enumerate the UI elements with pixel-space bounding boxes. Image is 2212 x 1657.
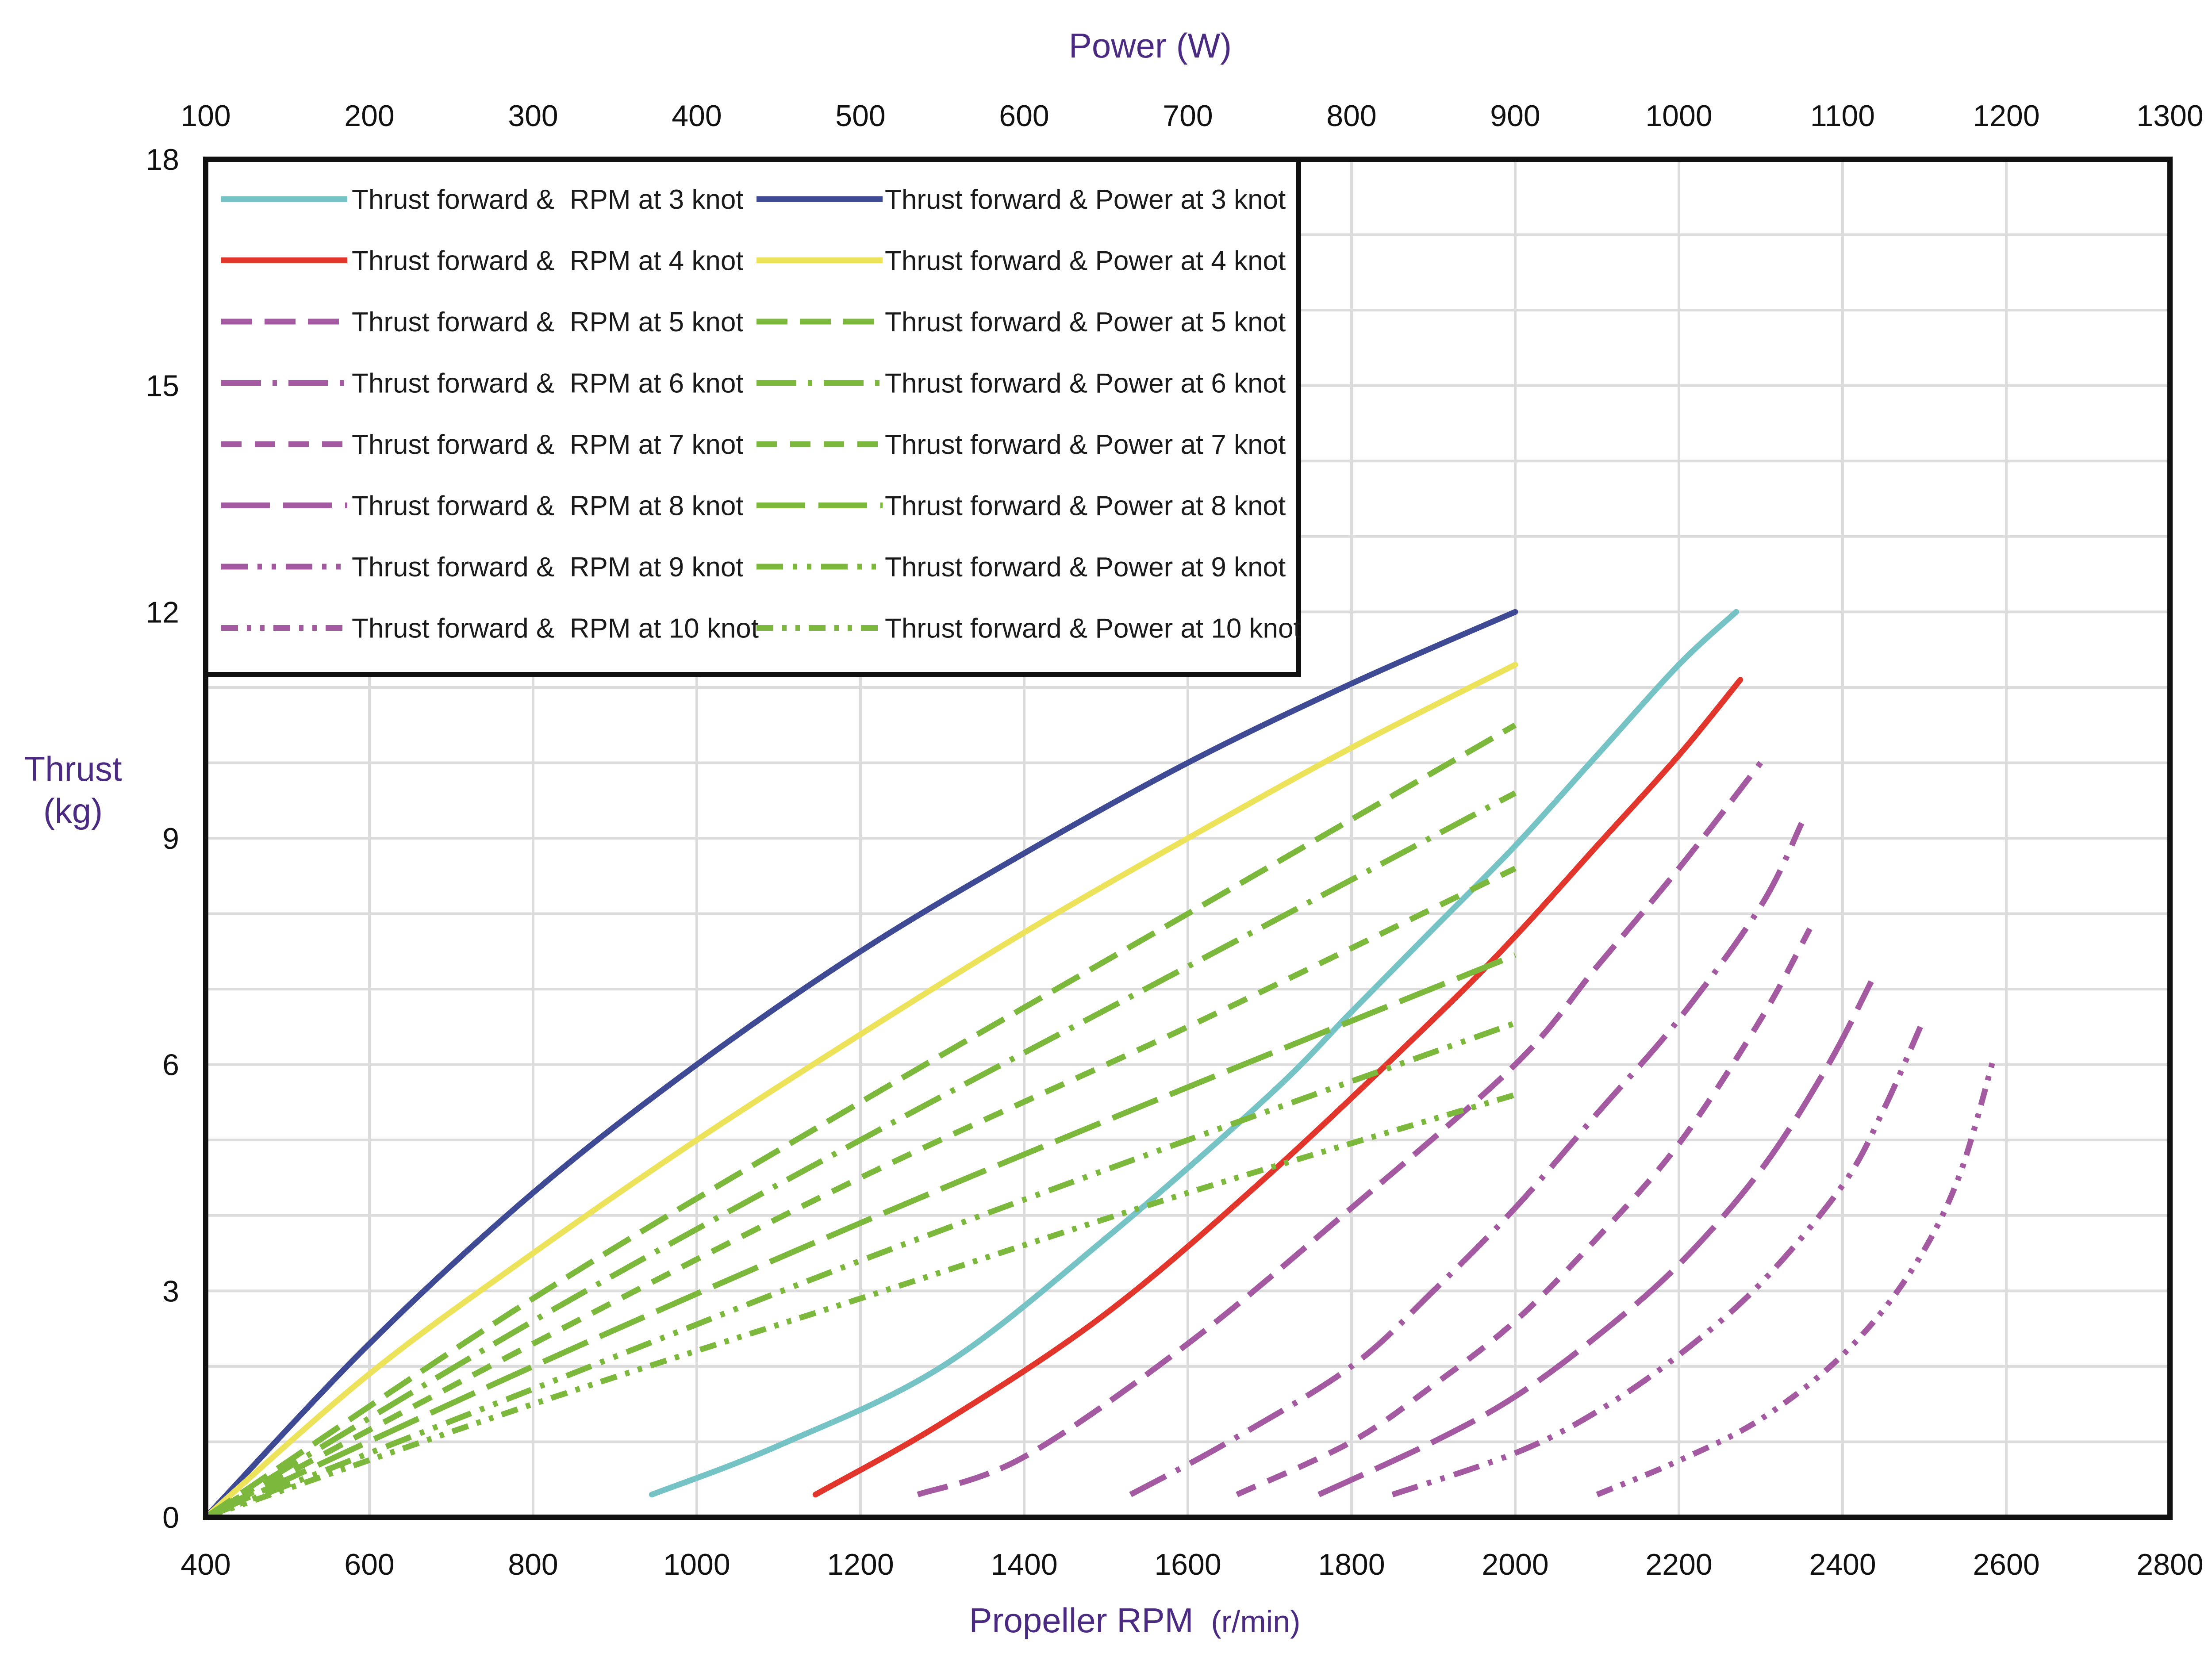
series-line-rpm-9-knot xyxy=(1391,1025,1923,1497)
legend-label: Thrust forward & Power at 6 knot xyxy=(885,368,1286,399)
bottom-axis-label: Propeller RPM xyxy=(969,1601,1193,1640)
legend-box xyxy=(203,157,1301,677)
x-top-tick-label: 300 xyxy=(508,99,558,133)
series-line-power-8-knot xyxy=(204,952,1517,1520)
series-line-power-10-knot xyxy=(204,1092,1516,1520)
series-line-rpm-3-knot xyxy=(649,609,1739,1498)
x-top-tick-label: 1200 xyxy=(1973,99,2039,133)
legend-label: Thrust forward & Power at 8 knot xyxy=(885,491,1286,522)
top-axis-title: Power (W) xyxy=(1069,26,1232,65)
x-bottom-tick-label: 2200 xyxy=(1645,1548,1712,1581)
legend-label: Thrust forward & Power at 5 knot xyxy=(885,307,1286,338)
series-lines xyxy=(203,609,1997,1520)
x-top-tick-label: 800 xyxy=(1326,99,1376,133)
y-tick-label: 3 xyxy=(162,1274,179,1308)
x-top-tick-label: 700 xyxy=(1163,99,1213,133)
y-axis-title-line2: (kg) xyxy=(43,791,103,830)
series-line-power-4-knot xyxy=(203,662,1518,1520)
x-bottom-tick-label: 1400 xyxy=(991,1548,1057,1581)
x-bottom-tick-label: 2800 xyxy=(2136,1548,2203,1581)
legend: Thrust forward & RPM at 3 knot Thrust for… xyxy=(203,157,1301,677)
legend-label: Thrust forward & RPM at 7 knot xyxy=(352,430,744,460)
bottom-axis-unit: (r/min) xyxy=(1211,1604,1300,1639)
series-line-rpm-6-knot xyxy=(1129,822,1805,1497)
bottom-axis-title: Propeller RPM (r/min) xyxy=(969,1601,1300,1640)
x-bottom-tick-label: 2400 xyxy=(1809,1548,1876,1581)
x-bottom-tick-label: 1000 xyxy=(663,1548,730,1581)
y-tick-label: 12 xyxy=(146,595,179,629)
tick-labels: 400 600 800 1000 1200 1400 1600 1800 2000 2200 240… xyxy=(146,99,2203,1581)
x-top-tick-label: 1100 xyxy=(1810,99,1875,133)
y-axis-title-line1: Thrust xyxy=(24,749,122,788)
series-line-rpm-7-knot xyxy=(1236,927,1813,1497)
legend-label: Thrust forward & RPM at 6 knot xyxy=(352,368,744,399)
y-tick-label: 6 xyxy=(162,1048,179,1082)
legend-label: Thrust forward & Power at 3 knot xyxy=(885,184,1286,215)
x-top-tick-label: 1000 xyxy=(1645,99,1712,133)
x-bottom-tick-label: 1200 xyxy=(827,1548,894,1581)
x-top-tick-label: 200 xyxy=(344,99,394,133)
y-tick-label: 9 xyxy=(162,822,179,855)
y-tick-label: 18 xyxy=(146,143,179,176)
x-bottom-tick-label: 600 xyxy=(344,1548,394,1581)
series-line-power-7-knot xyxy=(204,866,1517,1520)
series-line-rpm-8-knot xyxy=(1317,980,1874,1497)
legend-label: Thrust forward & RPM at 8 knot xyxy=(352,491,744,522)
x-bottom-tick-label: 800 xyxy=(508,1548,558,1581)
series-line-rpm-10-knot xyxy=(1596,1056,1997,1497)
x-bottom-tick-label: 2000 xyxy=(1482,1548,1548,1581)
legend-label: Thrust forward & Power at 10 knot xyxy=(885,614,1301,644)
legend-label: Thrust forward & Power at 4 knot xyxy=(885,246,1286,276)
series-line-rpm-5-knot xyxy=(917,761,1763,1497)
legend-label: Thrust forward & RPM at 4 knot xyxy=(352,246,744,276)
series-line-rpm-4-knot xyxy=(812,677,1743,1498)
y-tick-label: 15 xyxy=(146,369,179,403)
legend-label: Thrust forward & RPM at 10 knot xyxy=(352,614,759,644)
x-top-tick-label: 100 xyxy=(180,99,230,133)
x-bottom-tick-label: 400 xyxy=(180,1548,230,1581)
series-line-power-6-knot xyxy=(204,790,1517,1520)
legend-label: Thrust forward & RPM at 9 knot xyxy=(352,552,744,583)
x-bottom-tick-label: 1600 xyxy=(1154,1548,1221,1581)
x-top-tick-label: 1300 xyxy=(2136,99,2203,133)
x-bottom-tick-label: 2600 xyxy=(1973,1548,2039,1581)
legend-label: Thrust forward & RPM at 5 knot xyxy=(352,307,744,338)
legend-label: Thrust forward & Power at 9 knot xyxy=(885,552,1286,583)
y-tick-label: 0 xyxy=(162,1501,179,1534)
series-line-power-3-knot xyxy=(203,609,1518,1520)
legend-label: Thrust forward & RPM at 3 knot xyxy=(352,184,744,215)
x-bottom-tick-label: 1800 xyxy=(1318,1548,1385,1581)
legend-label: Thrust forward & Power at 7 knot xyxy=(885,430,1286,460)
x-top-tick-label: 600 xyxy=(999,99,1049,133)
x-top-tick-label: 900 xyxy=(1490,99,1540,133)
x-top-tick-label: 400 xyxy=(672,99,722,133)
series-line-power-9-knot xyxy=(204,1020,1517,1520)
x-top-tick-label: 500 xyxy=(835,99,885,133)
